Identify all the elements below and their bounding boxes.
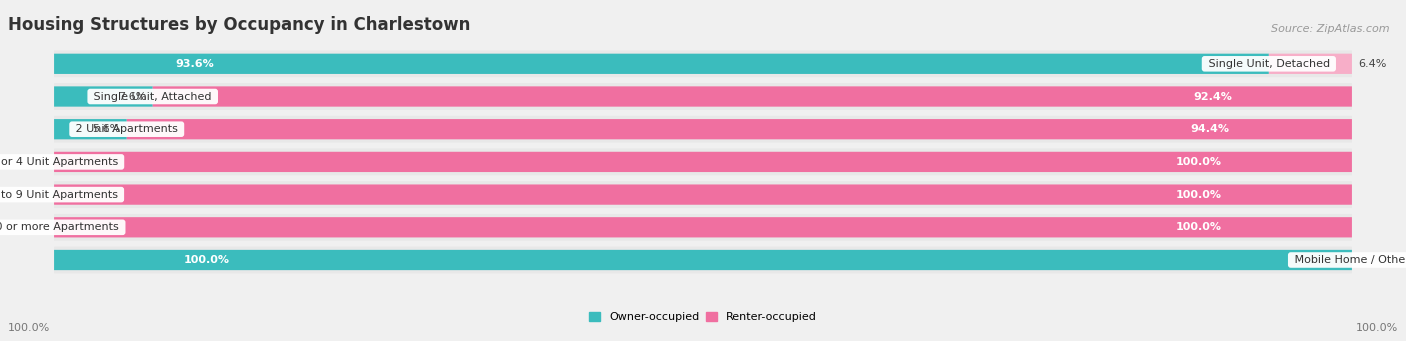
FancyBboxPatch shape	[53, 119, 127, 139]
Text: 7.6%: 7.6%	[118, 91, 146, 102]
FancyBboxPatch shape	[53, 116, 1353, 143]
Text: 5.6%: 5.6%	[91, 124, 121, 134]
FancyBboxPatch shape	[127, 119, 1353, 139]
FancyBboxPatch shape	[1268, 54, 1353, 74]
Text: 100.0%: 100.0%	[1355, 323, 1398, 332]
FancyBboxPatch shape	[53, 86, 153, 107]
Text: 93.6%: 93.6%	[176, 59, 214, 69]
Text: Single Unit, Attached: Single Unit, Attached	[90, 91, 215, 102]
FancyBboxPatch shape	[153, 86, 1353, 107]
FancyBboxPatch shape	[53, 148, 1353, 175]
Text: 100.0%: 100.0%	[184, 255, 229, 265]
Text: 2 Unit Apartments: 2 Unit Apartments	[72, 124, 181, 134]
FancyBboxPatch shape	[53, 50, 1353, 77]
Text: 3 or 4 Unit Apartments: 3 or 4 Unit Apartments	[0, 157, 121, 167]
Text: 5 to 9 Unit Apartments: 5 to 9 Unit Apartments	[0, 190, 121, 199]
FancyBboxPatch shape	[53, 250, 1353, 270]
Text: 100.0%: 100.0%	[8, 323, 51, 332]
FancyBboxPatch shape	[53, 247, 1353, 273]
Legend: Owner-occupied, Renter-occupied: Owner-occupied, Renter-occupied	[585, 308, 821, 327]
Text: Housing Structures by Occupancy in Charlestown: Housing Structures by Occupancy in Charl…	[8, 16, 470, 34]
Text: 100.0%: 100.0%	[1177, 157, 1222, 167]
Text: Mobile Home / Other: Mobile Home / Other	[1291, 255, 1406, 265]
FancyBboxPatch shape	[53, 214, 1353, 241]
Text: 100.0%: 100.0%	[1177, 190, 1222, 199]
FancyBboxPatch shape	[53, 184, 1353, 205]
Text: 92.4%: 92.4%	[1194, 91, 1232, 102]
FancyBboxPatch shape	[53, 83, 1353, 110]
Text: 94.4%: 94.4%	[1191, 124, 1229, 134]
Text: Single Unit, Detached: Single Unit, Detached	[1205, 59, 1333, 69]
Text: Source: ZipAtlas.com: Source: ZipAtlas.com	[1271, 24, 1389, 34]
Text: 100.0%: 100.0%	[1177, 222, 1222, 232]
FancyBboxPatch shape	[53, 152, 1353, 172]
Text: 10 or more Apartments: 10 or more Apartments	[0, 222, 122, 232]
Text: 6.4%: 6.4%	[1358, 59, 1386, 69]
FancyBboxPatch shape	[53, 54, 1268, 74]
FancyBboxPatch shape	[53, 217, 1353, 237]
FancyBboxPatch shape	[53, 181, 1353, 208]
